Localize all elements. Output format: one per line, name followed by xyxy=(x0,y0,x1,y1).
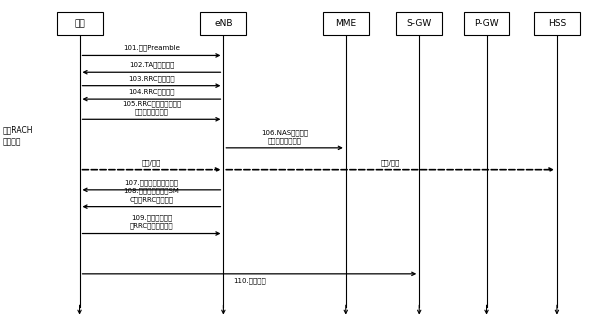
Text: 103.RRC建链请求: 103.RRC建链请求 xyxy=(128,75,175,82)
Text: S-GW: S-GW xyxy=(406,19,432,28)
Text: 108.安全模式命令（SM
C）＋RRC连接重配: 108.安全模式命令（SM C）＋RRC连接重配 xyxy=(124,188,179,203)
Text: MME: MME xyxy=(335,19,356,28)
Text: 105.RRC连接建立完成；
（携带告警信息）: 105.RRC连接建立完成； （携带告警信息） xyxy=(122,100,181,115)
FancyBboxPatch shape xyxy=(56,12,102,35)
Text: HSS: HSS xyxy=(548,19,566,28)
FancyBboxPatch shape xyxy=(464,12,509,35)
Text: 109.安全模式完成
＋RRC连接重配完成: 109.安全模式完成 ＋RRC连接重配完成 xyxy=(130,215,173,229)
Text: 等待RACH
调度周期: 等待RACH 调度周期 xyxy=(3,126,34,146)
FancyBboxPatch shape xyxy=(534,12,580,35)
Text: 104.RRC连接建立: 104.RRC连接建立 xyxy=(129,88,174,95)
Text: eNB: eNB xyxy=(214,19,233,28)
Text: 101.发送Preamble: 101.发送Preamble xyxy=(123,45,180,51)
Text: 终端: 终端 xyxy=(74,19,85,28)
Text: 110.上行数据: 110.上行数据 xyxy=(233,278,266,285)
FancyBboxPatch shape xyxy=(397,12,442,35)
Text: 102.TA＋调度信息: 102.TA＋调度信息 xyxy=(129,61,174,68)
Text: 107.初始上下文建立请求: 107.初始上下文建立请求 xyxy=(124,179,179,186)
FancyBboxPatch shape xyxy=(201,12,246,35)
Text: P-GW: P-GW xyxy=(474,19,499,28)
FancyBboxPatch shape xyxy=(323,12,368,35)
Text: 106.NAS业务请求
（携带告警信息）: 106.NAS业务请求 （携带告警信息） xyxy=(261,129,308,144)
Text: 鉴权/安全: 鉴权/安全 xyxy=(142,159,161,166)
Text: 鉴权/安全: 鉴权/安全 xyxy=(381,159,400,166)
